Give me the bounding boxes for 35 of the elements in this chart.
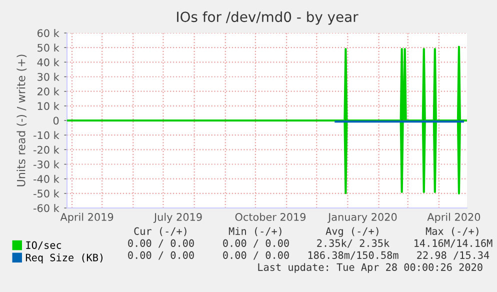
x-tick-label: April 2020: [427, 212, 480, 223]
text: 14.16M/14.16M: [414, 239, 492, 248]
text: 0.00 / 0.00: [128, 251, 194, 260]
y-tick-label: 10 k: [38, 102, 60, 110]
y-tick-label: 50 k: [38, 44, 60, 52]
legend-label: IO/sec: [26, 241, 62, 250]
y-tick-label: -30 k: [34, 160, 60, 168]
legend-label: Req Size (KB): [26, 254, 102, 264]
text: Max (-/+): [426, 227, 478, 236]
y-tick-label: -10 k: [34, 131, 60, 140]
text: 0.00 / 0.00: [128, 239, 194, 248]
chart-title: IOs for /dev/md0 - by year: [177, 11, 358, 25]
text: 186.38m/150.58m: [308, 251, 398, 260]
y-tick-label: 60 k: [37, 29, 60, 38]
text: Avg (-/+): [326, 227, 378, 237]
text: 22.98 /15.34: [417, 251, 490, 260]
x-tick-label: April 2019: [60, 212, 114, 223]
y-tick-label: 30 k: [38, 72, 60, 81]
y-tick-label: 0: [53, 116, 59, 125]
x-tick-label: January 2020: [328, 213, 397, 223]
y-tick-label: -40 k: [34, 174, 60, 183]
y-tick-label: 40 k: [37, 58, 60, 66]
x-tick-label: July 2019: [153, 212, 202, 223]
text: Cur (-/+): [134, 227, 186, 236]
text: Min (-/+): [228, 227, 282, 236]
y-tick-label: -20 k: [34, 146, 60, 154]
text: 0.00 / 0.00: [223, 251, 289, 260]
y-axis-title: Units read (-) / write (+): [16, 54, 27, 186]
text: 0.00 / 0.00: [223, 239, 289, 248]
y-tick-label: -50 k: [34, 189, 60, 198]
x-tick-label: October 2019: [235, 212, 306, 221]
text: 2.35k/ 2.35k: [317, 239, 390, 248]
y-tick-label: -60 k: [34, 204, 60, 212]
y-tick-label: 20 k: [38, 87, 60, 96]
text: Last update: Tue Apr 28 00:00:26 2020: [258, 263, 482, 273]
